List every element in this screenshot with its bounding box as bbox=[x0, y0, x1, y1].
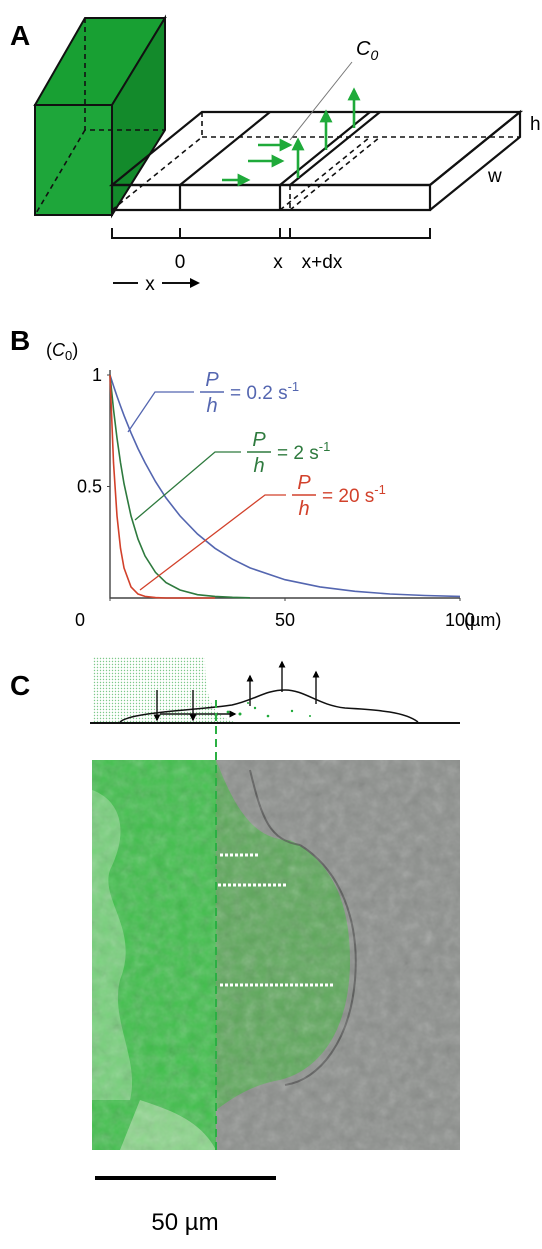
c0-base: C bbox=[356, 38, 371, 60]
hidden-edge bbox=[279, 136, 381, 211]
direction-label: x bbox=[145, 274, 155, 295]
position-axis bbox=[111, 228, 431, 239]
x-tick-label: 0 bbox=[75, 610, 85, 630]
micrograph bbox=[92, 760, 460, 1150]
green-box-front bbox=[34, 104, 113, 216]
curve bbox=[109, 374, 461, 598]
panel-label: A bbox=[10, 20, 30, 51]
axis-label: 0 bbox=[175, 252, 186, 273]
hidden-edge bbox=[34, 18, 165, 216]
label-value: = 2 s-1 bbox=[277, 439, 330, 464]
y-axis-title: (C0) bbox=[46, 340, 78, 363]
dye-dots bbox=[226, 702, 311, 718]
c-base: C bbox=[52, 340, 66, 360]
x-unit: (µm) bbox=[464, 610, 501, 630]
paren: ( bbox=[46, 340, 52, 360]
label-value: = 0.2 s-1 bbox=[230, 379, 299, 404]
label-num: P bbox=[205, 369, 219, 391]
axis-label: x bbox=[273, 252, 283, 273]
hidden-edge bbox=[111, 112, 520, 211]
measure-lines bbox=[218, 853, 334, 987]
label-value: = 20 s-1 bbox=[322, 482, 386, 507]
value-text: = 20 s bbox=[322, 486, 374, 507]
slab-side bbox=[429, 109, 522, 211]
y-tick-label: 1 bbox=[92, 365, 102, 385]
leader-line bbox=[139, 494, 286, 591]
flux-arrows bbox=[153, 660, 320, 722]
x-tick-label: 100 bbox=[445, 610, 475, 630]
value-exp: -1 bbox=[319, 439, 331, 454]
y-tick-label: 0.5 bbox=[77, 477, 102, 497]
label-num: P bbox=[252, 429, 266, 451]
leader-line bbox=[134, 451, 241, 521]
scale-label: 50 µm bbox=[151, 1209, 218, 1236]
label-num: P bbox=[297, 472, 311, 494]
value-text: = 2 s bbox=[277, 443, 319, 464]
panel-label: B bbox=[10, 325, 30, 356]
axis-label: x+dx bbox=[302, 252, 343, 273]
value-exp: -1 bbox=[288, 379, 300, 394]
leader-line bbox=[127, 391, 194, 433]
slab-front bbox=[110, 183, 432, 212]
h-label: h bbox=[530, 114, 541, 135]
label-den: h bbox=[206, 395, 217, 417]
dye-region bbox=[93, 657, 235, 722]
w-label: w bbox=[487, 166, 502, 187]
texture bbox=[92, 760, 460, 1150]
panel-label: C bbox=[10, 670, 30, 701]
c0-sub: 0 bbox=[370, 47, 378, 63]
curve bbox=[109, 374, 251, 599]
axes bbox=[109, 370, 460, 599]
paren: ) bbox=[72, 340, 78, 360]
value-exp: -1 bbox=[374, 482, 386, 497]
flux-arrows bbox=[222, 87, 361, 187]
leader-line bbox=[289, 61, 353, 141]
x-tick-label: 50 bbox=[275, 610, 295, 630]
slab-top bbox=[108, 110, 524, 187]
c0-label: C0 bbox=[356, 38, 378, 63]
curve bbox=[109, 374, 215, 599]
value-text: = 0.2 s bbox=[230, 383, 288, 404]
label-den: h bbox=[253, 455, 264, 477]
label-den: h bbox=[298, 498, 309, 520]
panel-c: C 50 µm bbox=[10, 657, 460, 1236]
c-sub: 0 bbox=[65, 348, 72, 363]
panel-a: A C0 0 x x+dx x h w bbox=[10, 14, 541, 295]
cell-profile bbox=[119, 689, 419, 723]
